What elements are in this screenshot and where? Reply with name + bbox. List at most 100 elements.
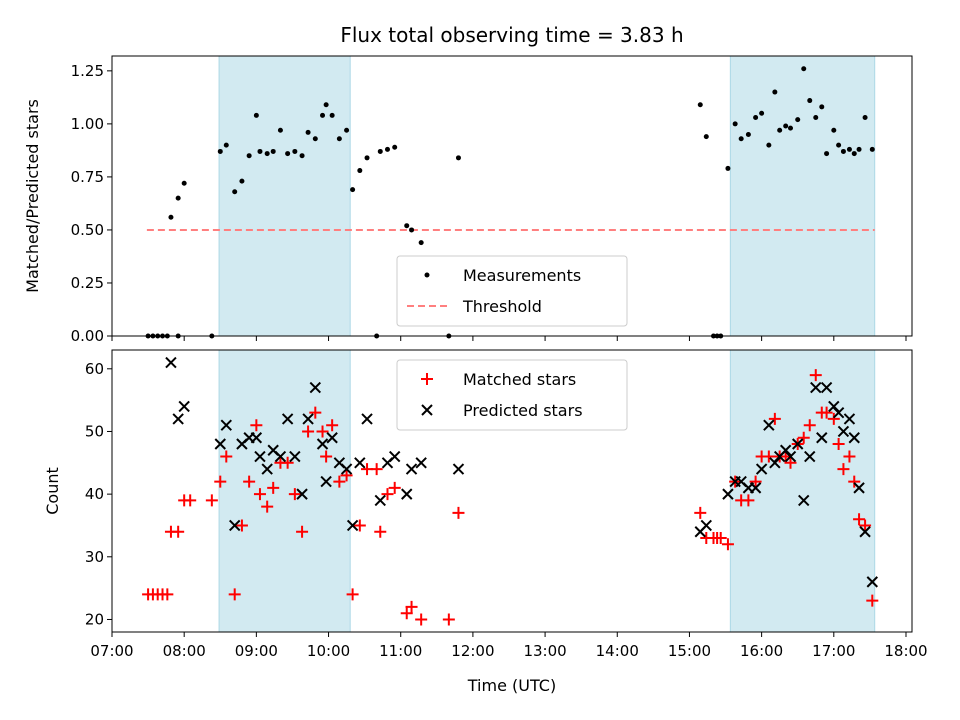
- x-tick-label: 18:00: [884, 642, 927, 660]
- data-point-s1: [784, 450, 797, 463]
- x-tick-label: 07:00: [90, 642, 133, 660]
- data-point-s0: [732, 121, 738, 127]
- data-point-s0: [175, 195, 181, 201]
- data-point-s1: [452, 463, 465, 475]
- data-point-s0: [261, 500, 274, 513]
- data-point-s1: [763, 419, 775, 431]
- data-point-s0: [302, 425, 315, 438]
- data-point-s0: [840, 148, 846, 154]
- data-point-s0: [455, 155, 461, 161]
- data-point-s0: [214, 475, 227, 488]
- data-point-s1: [804, 450, 816, 463]
- data-point-s0: [305, 129, 311, 135]
- x-tick-label: 13:00: [523, 642, 566, 660]
- y-axis-label: Count: [43, 467, 62, 515]
- data-point-s0: [270, 148, 276, 154]
- y-tick-label: 30: [85, 548, 104, 566]
- data-point-s0: [869, 146, 875, 152]
- data-point-s1: [816, 432, 828, 444]
- data-point-s0: [797, 431, 810, 444]
- data-point-s0: [316, 425, 329, 438]
- y-tick-label: 40: [85, 485, 104, 503]
- data-point-s0: [243, 475, 256, 488]
- x-tick-label: 16:00: [740, 642, 783, 660]
- x-tick-label: 17:00: [812, 642, 855, 660]
- data-point-s0: [742, 494, 755, 507]
- data-point-s0: [801, 66, 807, 72]
- data-point-s1: [810, 381, 822, 394]
- data-point-s0: [442, 613, 455, 626]
- data-point-s0: [320, 112, 326, 118]
- data-point-s0: [783, 123, 789, 129]
- data-point-s0: [253, 112, 259, 118]
- data-point-s0: [320, 450, 333, 463]
- data-point-s0: [350, 187, 356, 193]
- data-point-s0: [370, 463, 383, 476]
- data-point-s0: [184, 494, 197, 507]
- data-point-s1: [296, 488, 308, 500]
- legend-box: [396, 255, 628, 327]
- data-point-s1: [722, 488, 734, 500]
- data-point-s0: [404, 223, 410, 229]
- data-point-s0: [866, 594, 879, 607]
- x-tick-label: 11:00: [379, 642, 422, 660]
- data-point-s0: [766, 142, 772, 148]
- data-point-s0: [374, 525, 387, 538]
- x-tick-label: 10:00: [307, 642, 350, 660]
- data-point-s0: [296, 525, 309, 538]
- data-point-s1: [326, 432, 338, 444]
- data-point-s0: [415, 613, 428, 626]
- data-point-s0: [384, 146, 390, 152]
- data-point-s0: [285, 151, 291, 157]
- data-point-s0: [824, 151, 830, 157]
- top-panel: 0.00 0.25 0.50 0.75 1.00 1.25 Matched/Predicte…: [23, 55, 913, 345]
- data-point-s0: [353, 519, 366, 532]
- data-point-s0: [745, 131, 751, 137]
- data-point-s0: [851, 151, 857, 157]
- data-point-s0: [329, 112, 335, 118]
- x-axis-label: Time (UTC): [467, 676, 556, 695]
- data-point-s0: [759, 110, 765, 116]
- data-point-s0: [253, 488, 266, 501]
- data-point-s1: [779, 444, 792, 456]
- data-point-s0: [813, 115, 819, 121]
- data-point-s0: [803, 419, 816, 432]
- data-point-s0: [856, 146, 862, 152]
- data-point-s1: [749, 482, 762, 494]
- y-tick-label: 1.00: [71, 115, 104, 133]
- legend-swatch: [421, 373, 433, 385]
- data-point-s0: [336, 136, 342, 142]
- legend-swatch: [421, 404, 433, 416]
- legend-label: Matched stars: [463, 370, 576, 389]
- data-point-s0: [738, 136, 744, 142]
- data-point-s1: [853, 482, 865, 494]
- y-tick-label: 0.00: [71, 327, 104, 345]
- data-point-s0: [288, 488, 301, 501]
- data-point-s0: [772, 89, 778, 95]
- data-point-s1: [405, 463, 418, 475]
- data-point-s0: [837, 463, 850, 476]
- data-point-s1: [354, 457, 366, 469]
- legend: Measurements Threshold: [396, 255, 628, 327]
- data-point-s0: [409, 227, 415, 233]
- data-point-s0: [364, 155, 370, 161]
- data-point-s0: [714, 532, 727, 544]
- data-point-s0: [232, 189, 238, 195]
- observing-window-0: [218, 349, 351, 633]
- data-point-s1: [859, 526, 871, 538]
- axes-frame: [111, 349, 913, 633]
- data-point-s1: [374, 494, 386, 507]
- data-point-s1: [866, 576, 879, 588]
- data-point-s0: [168, 214, 174, 220]
- data-point-s1: [346, 519, 359, 532]
- data-point-s1: [178, 400, 190, 413]
- observing-window-0: [218, 55, 351, 337]
- data-point-s0: [418, 240, 424, 246]
- data-point-s0: [400, 607, 413, 620]
- data-point-s1: [401, 488, 413, 500]
- data-point-s0: [836, 142, 842, 148]
- data-point-s0: [768, 412, 781, 425]
- data-point-s1: [320, 475, 332, 488]
- x-tick-label: 15:00: [668, 642, 711, 660]
- x-tick-label: 12:00: [451, 642, 494, 660]
